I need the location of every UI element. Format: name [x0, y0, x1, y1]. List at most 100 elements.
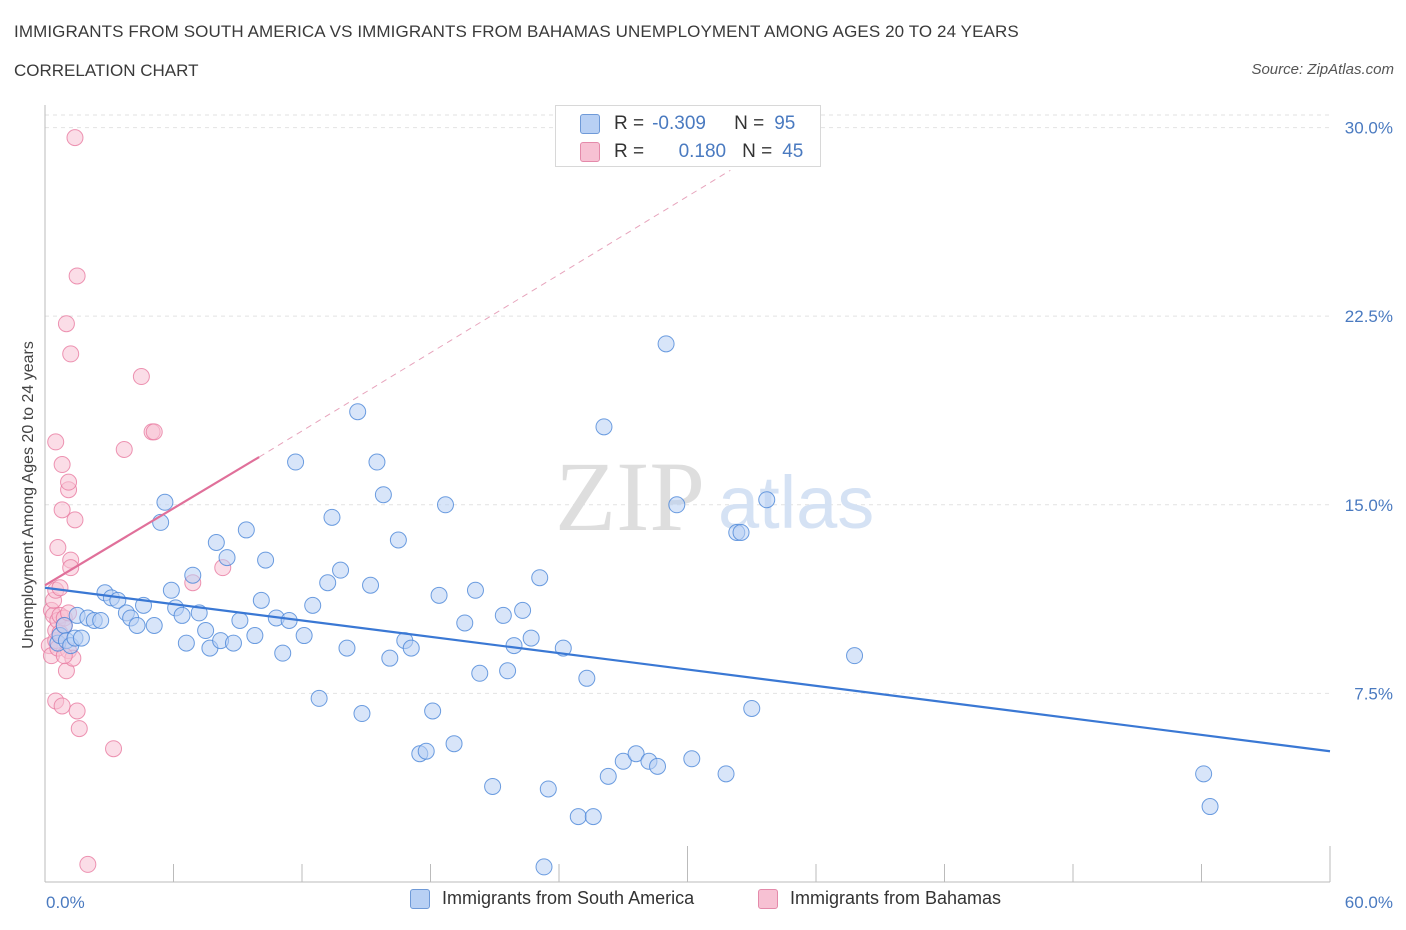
south-america-point	[231, 611, 249, 629]
south-america-point	[1201, 798, 1219, 816]
south-america-point	[743, 699, 761, 717]
series-bahamas-points	[40, 129, 232, 873]
stats-swatch-pink	[580, 142, 600, 162]
y-tick-label: 7.5%	[1354, 684, 1393, 703]
south-america-point	[494, 606, 512, 624]
south-america-point	[846, 647, 864, 665]
south-america-point	[578, 669, 596, 687]
south-america-point	[499, 662, 517, 680]
south-america-point	[362, 576, 380, 594]
south-america-point	[599, 767, 617, 785]
axes	[44, 105, 1331, 883]
n-label: N =	[742, 141, 773, 162]
south-america-point	[197, 622, 215, 640]
south-america-point	[717, 765, 735, 783]
n-label: N =	[734, 113, 765, 134]
bahamas-point	[79, 855, 97, 873]
south-america-point	[257, 551, 275, 569]
south-america-point	[128, 616, 146, 634]
legend-item-south-america: Immigrants from South America	[410, 888, 694, 909]
legend-item-bahamas: Immigrants from Bahamas	[758, 888, 1001, 909]
bahamas-point	[53, 697, 71, 715]
south-america-point	[683, 750, 701, 768]
south-america-point	[417, 742, 435, 760]
south-america-point	[295, 627, 313, 645]
y-tick-label: 15.0%	[1345, 496, 1393, 515]
y-tick-label: 30.0%	[1345, 119, 1393, 138]
bahamas-point	[68, 702, 86, 720]
chart-subtitle: CORRELATION CHART	[14, 61, 199, 80]
n-value: 45	[782, 141, 804, 162]
south-america-point	[287, 453, 305, 471]
r-value: -0.309	[652, 113, 706, 134]
bahamas-point	[53, 501, 71, 519]
grid-lines	[45, 114, 1330, 694]
south-america-point	[224, 634, 242, 652]
n-value: 95	[774, 113, 796, 134]
south-america-point	[514, 601, 532, 619]
bahamas-point	[70, 720, 88, 738]
bahamas-point	[66, 511, 84, 529]
south-america-point	[246, 627, 264, 645]
south-america-point	[732, 523, 750, 541]
south-america-point	[374, 486, 392, 504]
south-america-point	[657, 335, 675, 353]
bahamas-point	[132, 368, 150, 386]
series-south-america-points	[49, 335, 1219, 876]
south-america-point	[145, 616, 163, 634]
south-america-point	[381, 649, 399, 667]
trend-line-south-america	[44, 586, 1331, 753]
south-america-point	[184, 566, 202, 584]
stats-box: R = -0.309 N = 95 R = 0.180 N = 45	[555, 105, 821, 167]
bahamas-point	[62, 345, 80, 363]
bahamas-point	[68, 267, 86, 285]
r-label: R =	[614, 113, 645, 134]
south-america-point	[162, 581, 180, 599]
south-america-point	[207, 534, 225, 552]
legend-swatch-pink	[758, 888, 778, 909]
r-value: 0.180	[678, 141, 727, 162]
south-america-point	[338, 639, 356, 657]
bahamas-point	[47, 433, 65, 451]
south-america-point	[349, 403, 367, 421]
south-america-point	[332, 561, 350, 579]
south-america-point	[304, 596, 322, 614]
south-america-point	[237, 521, 255, 539]
south-america-point	[218, 549, 236, 567]
bahamas-point	[105, 740, 123, 758]
south-america-point	[55, 616, 73, 634]
south-america-point	[72, 629, 90, 647]
bahamas-point	[51, 579, 69, 597]
south-america-point	[535, 858, 553, 876]
legend: Immigrants from South America Immigrants…	[0, 888, 1406, 918]
south-america-point	[173, 606, 191, 624]
south-america-point	[584, 808, 602, 826]
stats-row-bahamas: R = 0.180 N = 45	[580, 138, 803, 166]
watermark: ZIP atlas	[555, 441, 874, 552]
south-america-point	[310, 689, 328, 707]
south-america-point	[436, 496, 454, 514]
south-america-point	[402, 639, 420, 657]
south-america-point	[424, 702, 442, 720]
bahamas-point	[49, 539, 67, 557]
south-america-point	[595, 418, 613, 436]
south-america-point	[758, 491, 776, 509]
south-america-point	[471, 664, 489, 682]
stats-row-south-america: R = -0.309 N = 95	[580, 110, 795, 138]
south-america-point	[614, 752, 632, 770]
south-america-point	[668, 496, 686, 514]
south-america-point	[353, 705, 371, 723]
south-america-point	[274, 644, 292, 662]
south-america-point	[445, 735, 463, 753]
chart-title: IMMIGRANTS FROM SOUTH AMERICA VS IMMIGRA…	[14, 22, 1019, 41]
legend-label: Immigrants from South America	[442, 888, 695, 908]
south-america-point	[649, 757, 667, 775]
bahamas-point	[66, 129, 84, 147]
r-label: R =	[614, 141, 645, 162]
south-america-point	[484, 777, 502, 795]
y-tick-label: 22.5%	[1345, 307, 1393, 326]
south-america-point	[156, 493, 174, 511]
south-america-point	[456, 614, 474, 632]
south-america-point	[430, 586, 448, 604]
